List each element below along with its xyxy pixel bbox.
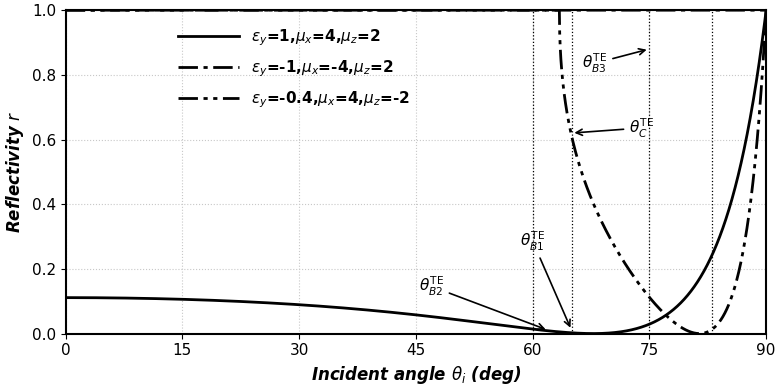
Text: $\theta^{\mathrm{TE}}_{B2}$: $\theta^{\mathrm{TE}}_{B2}$ [419, 275, 544, 330]
X-axis label: Incident angle $\theta_i$ (deg): Incident angle $\theta_i$ (deg) [310, 364, 521, 386]
Legend: $\varepsilon_y$=1,$\mu_x$=4,$\mu_z$=2, $\varepsilon_y$=-1,$\mu_x$=-4,$\mu_z$=2, : $\varepsilon_y$=1,$\mu_x$=4,$\mu_z$=2, $… [172, 21, 416, 117]
Y-axis label: Reflectivity $r$: Reflectivity $r$ [4, 110, 27, 233]
Text: $\theta^{\mathrm{TE}}_{B1}$: $\theta^{\mathrm{TE}}_{B1}$ [520, 230, 570, 326]
Text: $\theta^{\mathrm{TE}}_{C}$: $\theta^{\mathrm{TE}}_{C}$ [576, 116, 654, 140]
Text: $\theta^{\mathrm{TE}}_{B3}$: $\theta^{\mathrm{TE}}_{B3}$ [583, 49, 645, 75]
